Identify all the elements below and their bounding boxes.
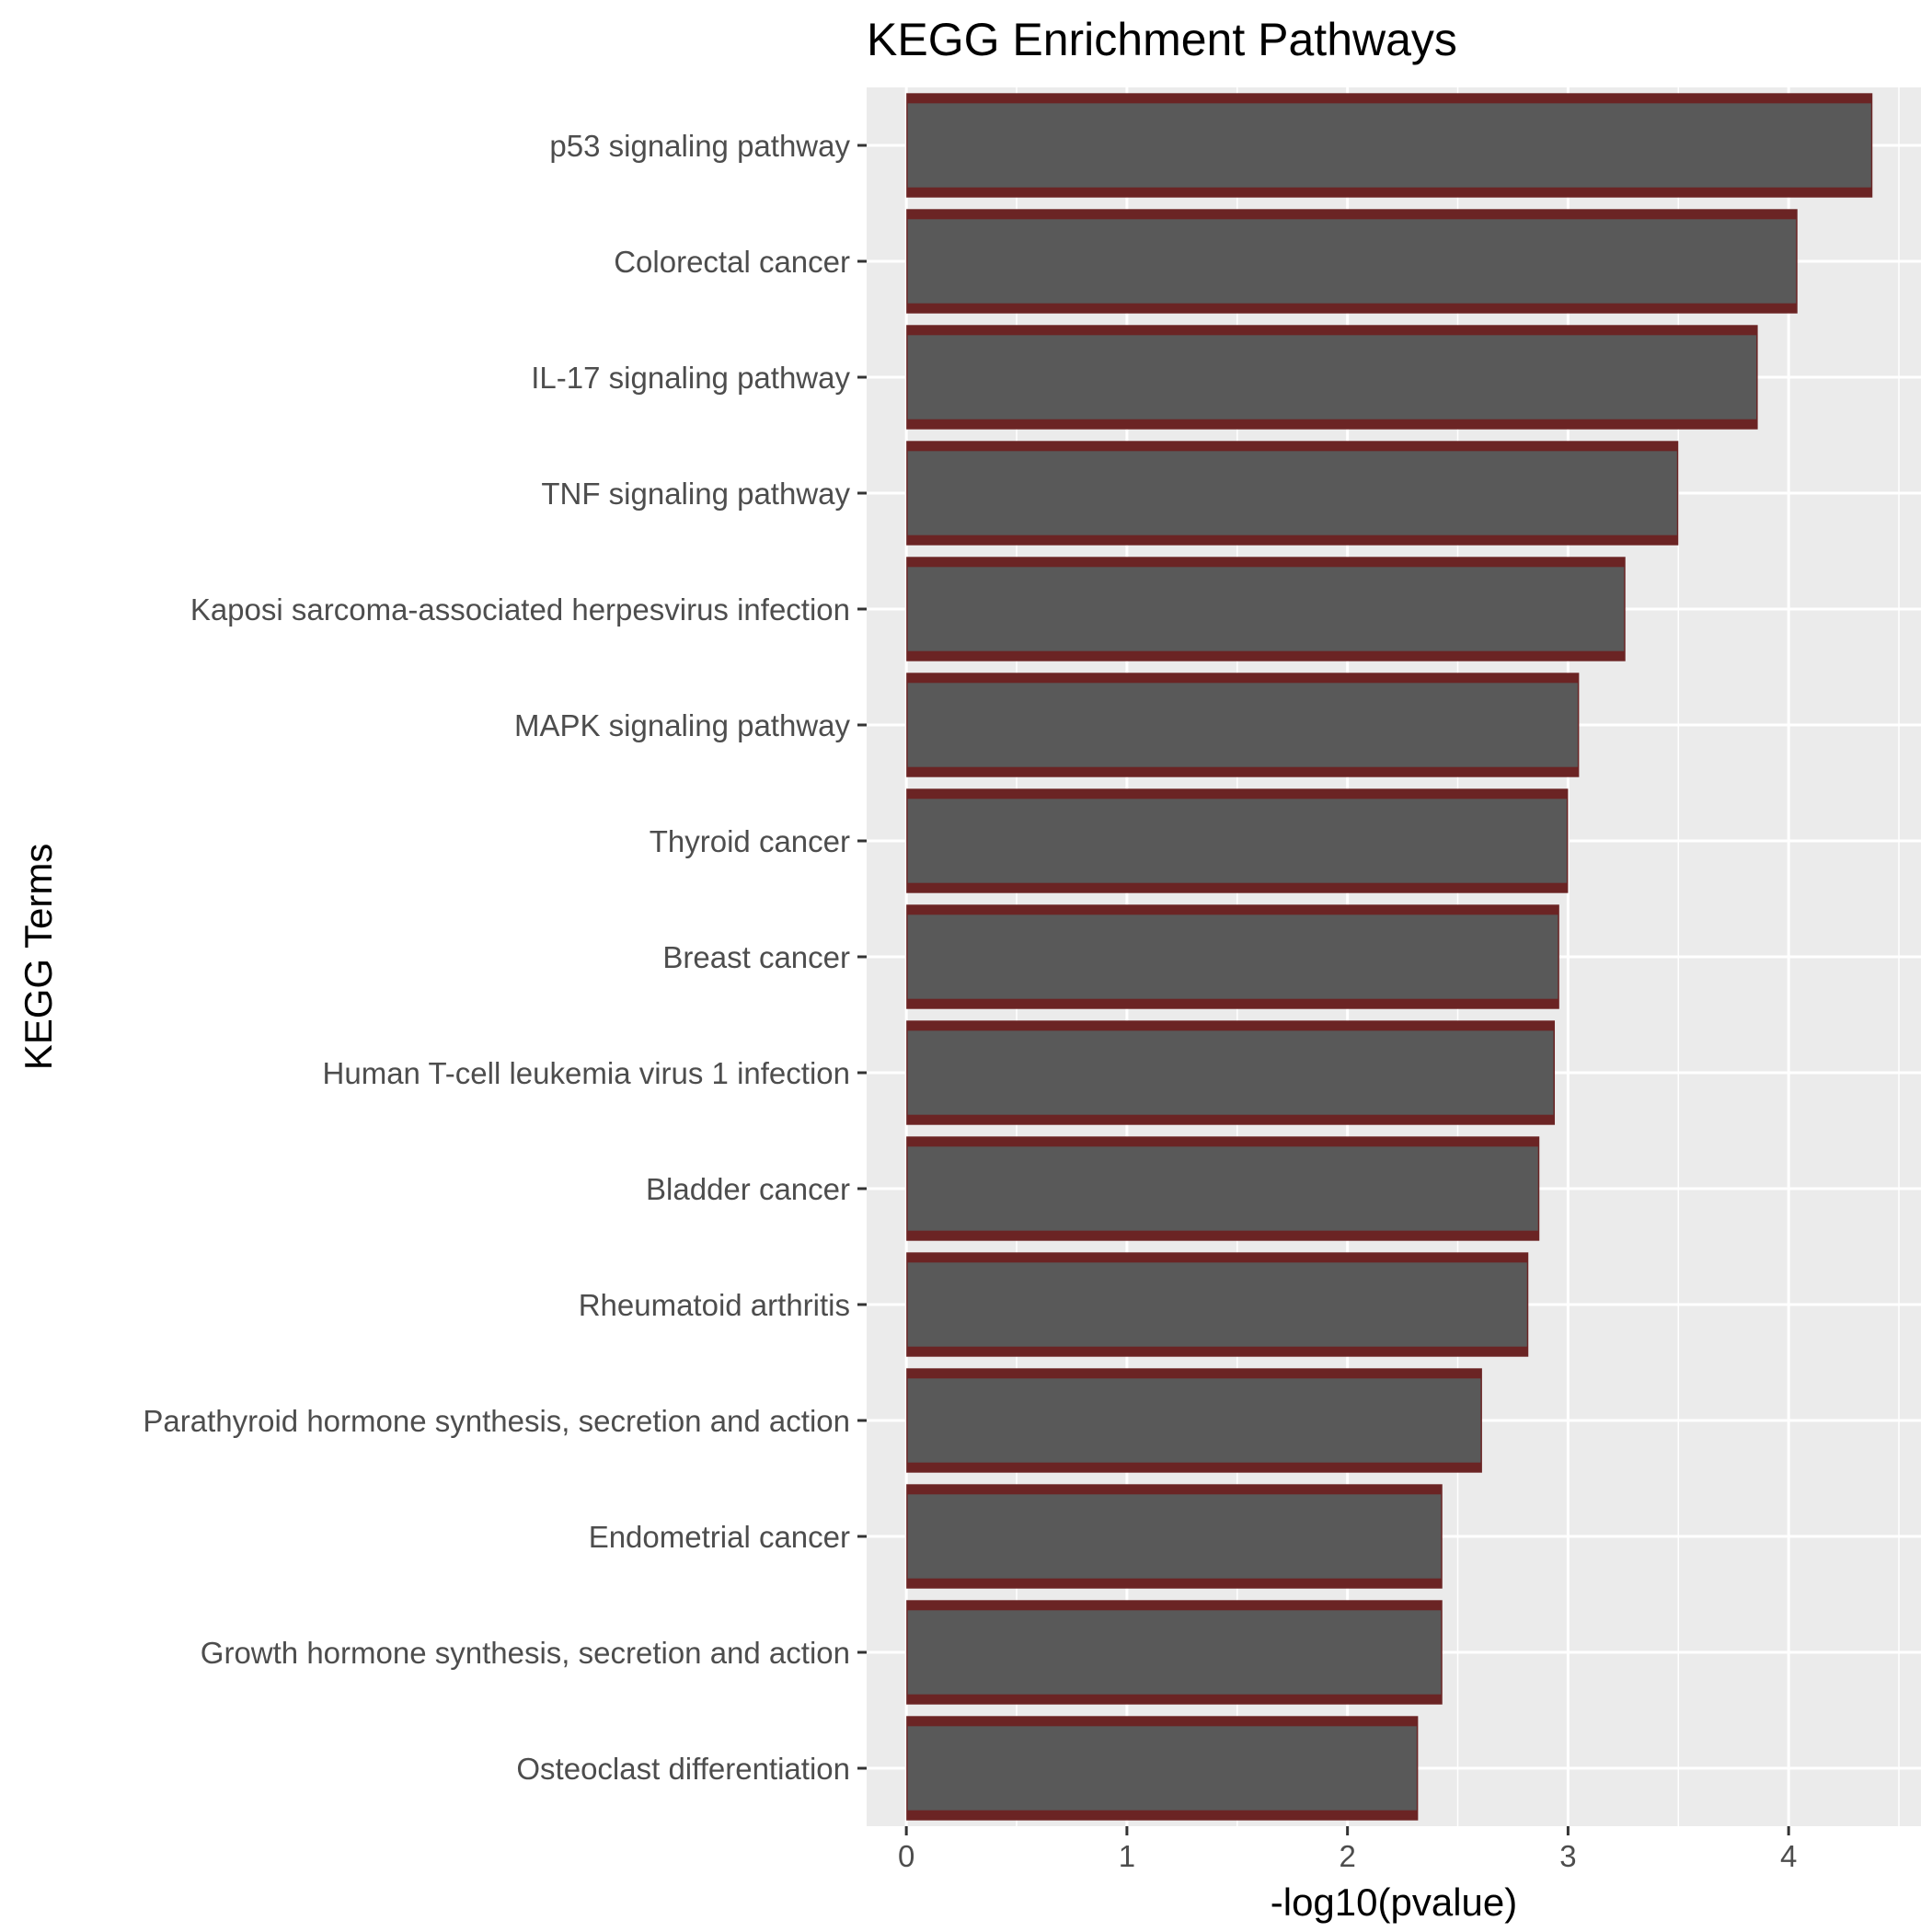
y-tick-label: Rheumatoid arthritis — [579, 1288, 850, 1322]
bar — [906, 93, 1873, 198]
y-tick-label: p53 signaling pathway — [549, 129, 850, 163]
bar-fill — [907, 683, 1578, 767]
x-tick-label: 1 — [1119, 1839, 1135, 1873]
x-axis: 0 1 2 3 4 — [898, 1826, 1797, 1873]
y-tick-label: Human T-cell leukemia virus 1 infection — [323, 1056, 850, 1090]
y-tick-label: Osteoclast differentiation — [516, 1752, 850, 1786]
x-tick-label: 0 — [898, 1839, 914, 1873]
bar-fill — [907, 1146, 1538, 1231]
bar-fill — [907, 1494, 1442, 1579]
bar — [906, 788, 1569, 893]
y-tick-label: Bladder cancer — [646, 1172, 850, 1206]
bar-fill — [907, 1726, 1417, 1811]
y-tick-label: Endometrial cancer — [589, 1520, 850, 1554]
bar — [906, 1136, 1540, 1241]
bar — [906, 1484, 1443, 1589]
bar — [906, 904, 1559, 1009]
y-tick-label: Breast cancer — [662, 940, 850, 974]
bar — [906, 209, 1798, 314]
bar — [906, 1716, 1419, 1821]
y-tick-label: TNF signaling pathway — [541, 477, 850, 511]
bar — [906, 1252, 1529, 1357]
bar-fill — [907, 799, 1567, 883]
bar — [906, 1368, 1482, 1473]
chart-title: KEGG Enrichment Pathways — [867, 14, 1457, 65]
bar-fill — [907, 567, 1625, 651]
x-axis-title: -log10(pvalue) — [1271, 1880, 1518, 1924]
bar — [906, 1600, 1443, 1705]
bar-fill — [907, 103, 1871, 188]
y-tick-label: Parathyroid hormone synthesis, secretion… — [143, 1404, 850, 1438]
y-tick-label: Colorectal cancer — [614, 245, 850, 279]
y-tick-label: Kaposi sarcoma-associated herpesvirus in… — [190, 592, 850, 627]
bar-fill — [907, 1262, 1527, 1347]
bar-fill — [907, 1610, 1442, 1695]
bar-fill — [907, 1378, 1481, 1463]
y-axis-title: KEGG Terms — [17, 844, 60, 1071]
x-tick-label: 4 — [1780, 1839, 1797, 1873]
bar-fill — [907, 914, 1558, 999]
bar — [906, 1020, 1556, 1125]
bar — [906, 557, 1626, 661]
bar-fill — [907, 451, 1677, 535]
y-tick-label: MAPK signaling pathway — [514, 708, 851, 742]
x-tick-label: 2 — [1339, 1839, 1355, 1873]
y-tick-label: Growth hormone synthesis, secretion and … — [201, 1636, 850, 1670]
bar-fill — [907, 1030, 1554, 1115]
bar — [906, 673, 1580, 777]
y-tick-label: Thyroid cancer — [650, 824, 850, 858]
bar-fill — [907, 219, 1797, 304]
bars — [906, 93, 1873, 1821]
bar — [906, 325, 1758, 430]
y-tick-label: IL-17 signaling pathway — [531, 361, 850, 395]
x-tick-label: 3 — [1559, 1839, 1576, 1873]
bar-fill — [907, 335, 1757, 420]
y-axis: p53 signaling pathway Colorectal cancer IL… — [143, 129, 867, 1786]
bar — [906, 441, 1679, 546]
